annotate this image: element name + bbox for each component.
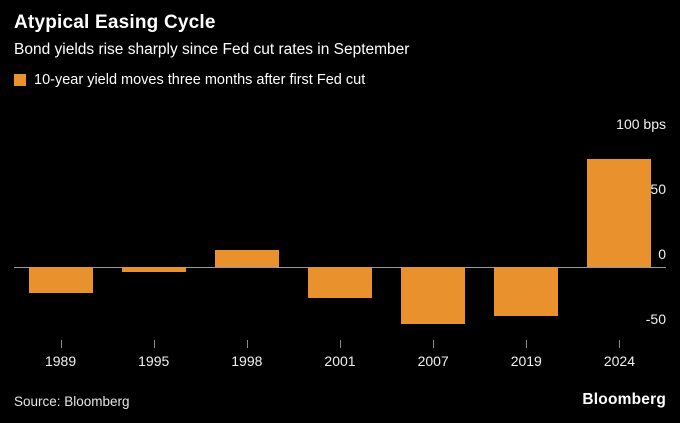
bar-1998 [214,249,279,267]
x-tick-1995 [153,340,155,348]
legend: 10-year yield moves three months after f… [14,72,666,88]
x-axis-label-2007: 2007 [417,353,449,369]
x-tick-1989 [60,340,62,348]
bar-2024 [587,159,652,267]
chart-title: Atypical Easing Cycle [14,12,216,33]
y-axis-label--50: -50 [645,310,666,327]
bar-2007 [401,266,466,324]
chart-footer: Source: Bloomberg Bloomberg [14,391,666,409]
x-tick-1998 [246,340,248,348]
bar-1995 [121,266,186,272]
source-text: Source: Bloomberg [14,394,130,409]
y-axis-label-0: 0 [658,245,666,262]
x-tick-2007 [433,340,435,348]
x-tick-2024 [619,340,621,348]
x-axis-label-2024: 2024 [603,353,635,369]
plot-area: 100 bps 50 0 -50 1989 1995 1998 2001 2007 2019 202… [14,116,666,369]
legend-label: 10-year yield moves three months after f… [34,72,366,88]
x-tick-2001 [340,340,341,348]
bar-1989 [28,266,93,293]
bar-2001 [308,266,372,298]
x-axis-label-2019: 2019 [510,353,542,369]
bloomberg-logo: Bloomberg [582,391,666,408]
bar-2019 [494,266,559,316]
chart-subtitle: Bond yields rise sharply since Fed cut r… [14,41,410,58]
x-axis-label-1995: 1995 [138,353,170,369]
chart-header: Atypical Easing Cycle Bond yields rise s… [0,0,680,88]
y-axis-label-100: 100 bps [616,116,666,132]
y-axis-label-50: 50 [650,180,666,197]
x-axis-label-2001: 2001 [324,353,356,369]
x-axis-label-1989: 1989 [44,353,77,369]
x-tick-2019 [526,340,528,348]
legend-swatch-icon [14,74,26,86]
x-axis-label-1998: 1998 [231,353,263,369]
